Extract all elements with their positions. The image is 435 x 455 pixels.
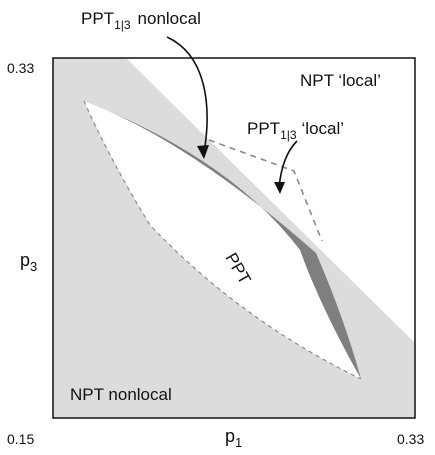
- x-max-tick-label: 0.33: [397, 431, 424, 447]
- y-axis-label: p3: [20, 250, 37, 274]
- npt-nonlocal-label: NPT nonlocal: [70, 385, 172, 404]
- x-axis-label: p1: [225, 426, 242, 450]
- ppt13-local-label: PPT1|3 ‘local’: [247, 119, 344, 142]
- regions: [53, 58, 415, 418]
- nonlocal-arrow-line: [166, 36, 208, 154]
- ppt-region: [84, 101, 361, 379]
- local-arrowhead: [274, 182, 285, 194]
- ppt13-local-boundary: [208, 139, 323, 242]
- ppt-lower-boundary: [83, 100, 362, 380]
- y-max-tick-label: 0.33: [7, 60, 34, 76]
- nonlocal-arrowhead: [197, 145, 209, 159]
- ppt13-nonlocal-label: PPT1|3 nonlocal: [81, 9, 201, 32]
- plot-frame: [52, 57, 416, 419]
- x-min-tick-label: 0.15: [7, 431, 34, 447]
- npt-local-label: NPT ‘local’: [300, 71, 381, 90]
